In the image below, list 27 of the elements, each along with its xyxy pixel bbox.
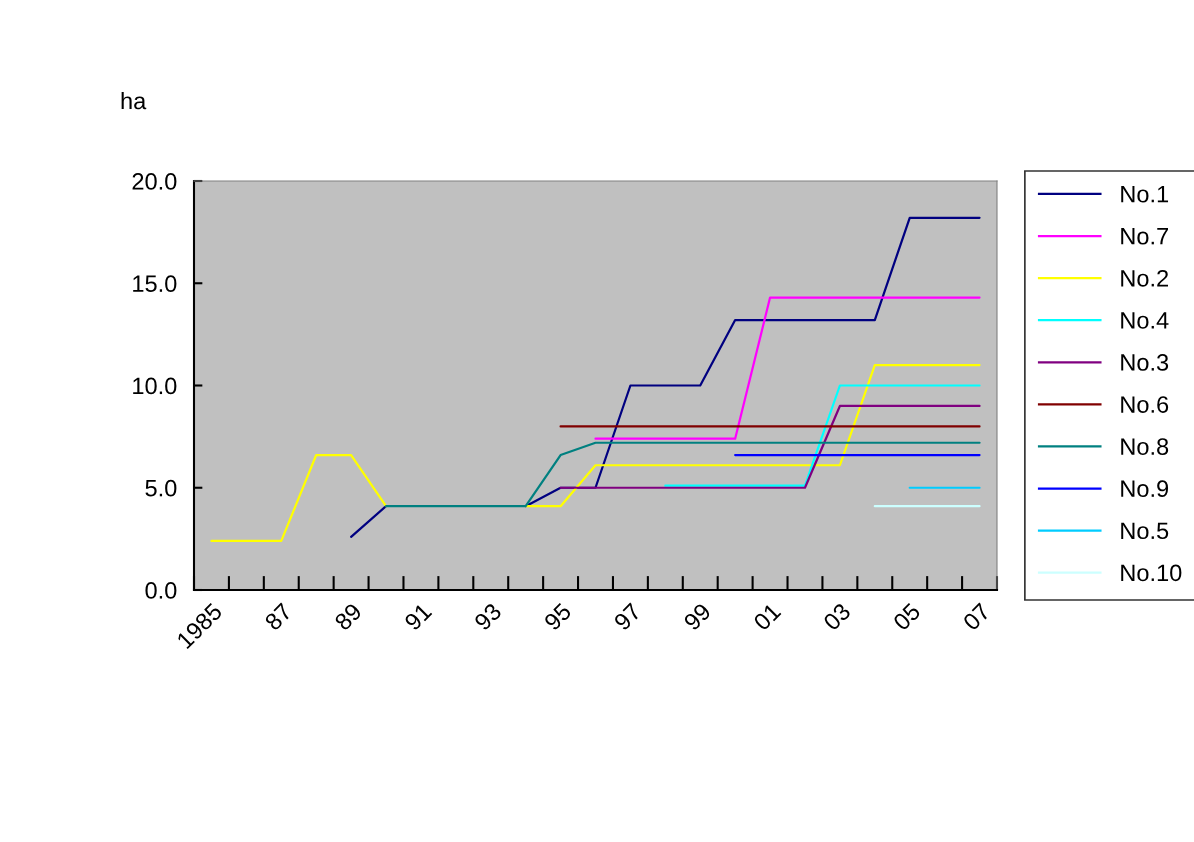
x-tick-label: 03 bbox=[822, 602, 852, 632]
legend-label: No.5 bbox=[1121, 522, 1169, 540]
x-tick-label: 01 bbox=[752, 602, 782, 632]
x-tick-label: 91 bbox=[403, 602, 433, 632]
x-tick-label: 99 bbox=[682, 602, 712, 632]
x-tick-label: 93 bbox=[473, 602, 503, 632]
x-tick-label: 87 bbox=[263, 602, 293, 632]
legend-label: No.6 bbox=[1121, 396, 1169, 413]
x-tick-label: 07 bbox=[962, 602, 991, 632]
legend-label: No.3 bbox=[1121, 354, 1169, 371]
x-tick-label: 97 bbox=[613, 602, 642, 632]
legend-label: No.4 bbox=[1121, 312, 1169, 329]
y-tick-label: 5.0 bbox=[145, 479, 177, 497]
legend-label: No.7 bbox=[1121, 228, 1168, 245]
y-tick-label: 20.0 bbox=[132, 173, 177, 190]
legend-label: No.10 bbox=[1121, 564, 1182, 582]
x-tick-label: 05 bbox=[892, 602, 922, 632]
legend-label: No.9 bbox=[1121, 480, 1169, 498]
legend-label: No.2 bbox=[1121, 269, 1168, 287]
y-axis-title: ha bbox=[121, 92, 147, 110]
legend-label: No.1 bbox=[1121, 186, 1169, 203]
y-tick-label: 0.0 bbox=[145, 582, 177, 599]
x-tick-label: 89 bbox=[333, 602, 363, 632]
legend-label: No.8 bbox=[1121, 438, 1169, 455]
x-tick-label: 95 bbox=[543, 602, 573, 632]
y-tick-label: 15.0 bbox=[133, 275, 177, 293]
y-tick-label: 10.0 bbox=[133, 377, 177, 395]
